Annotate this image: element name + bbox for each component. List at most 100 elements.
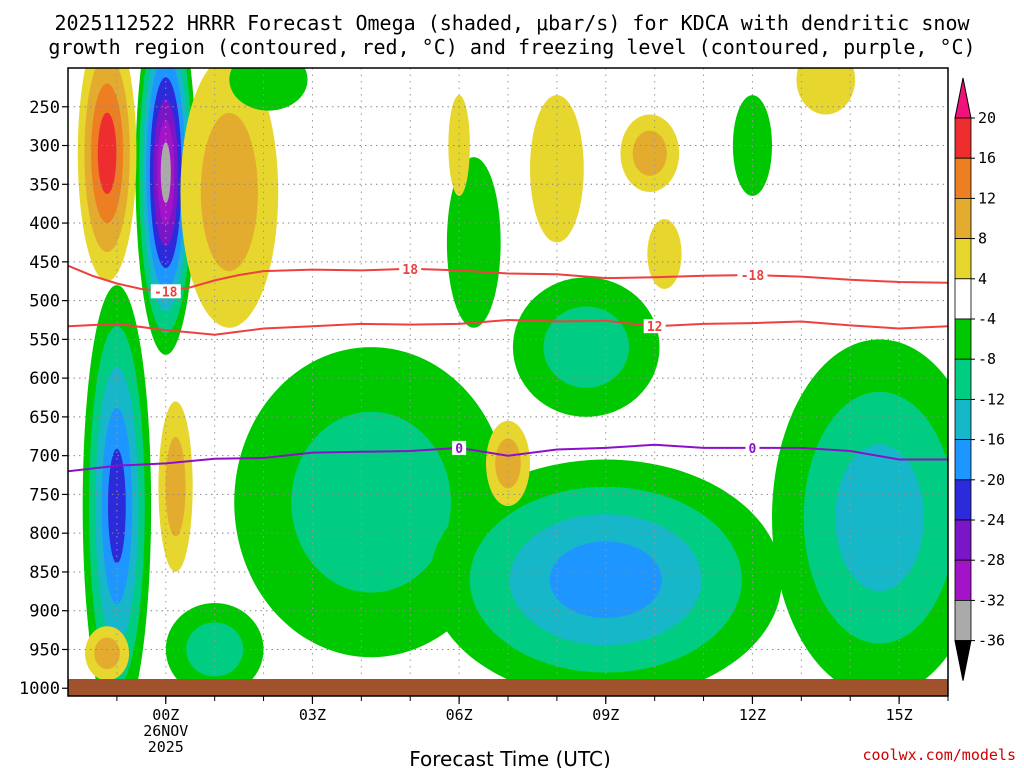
contour-label-bg (452, 440, 467, 455)
colorbar-label: -4 (978, 310, 996, 328)
omega-cell-descent-upper-10z (620, 114, 680, 193)
omega-cell-updraft-core-09z (429, 459, 782, 696)
omega-cell-descent-top-13z (796, 68, 856, 115)
colorbar-bottom-arrow (954, 640, 972, 681)
colorbar-label: 4 (978, 270, 987, 288)
colorbar-swatch (954, 519, 972, 561)
contour-label-bg (150, 284, 181, 299)
omega-level-m16 (835, 444, 924, 592)
omega-level-8 (165, 436, 186, 537)
x-tick-label: 15Z (886, 706, 913, 724)
y-tick-label: 800 (29, 524, 60, 544)
omega-cell-updraft-mid-06z (446, 157, 501, 328)
contour-label-bg (399, 261, 422, 276)
omega-level-m12 (291, 411, 451, 593)
colorbar-swatch (954, 318, 972, 360)
omega-cell-descent-sfc-left (85, 626, 130, 681)
colorbar: 20 16 12 8 4 -4 -8 -12 -16 -20 -24 -28 -32 -36 (954, 77, 1005, 681)
contour-dgz_minus12 (68, 318, 948, 336)
omega-cell-updraft-mid-09z (512, 277, 660, 417)
omega-level-m24 (108, 448, 126, 564)
contour-freezing_level (68, 443, 948, 473)
colorbar-label: -32 (978, 591, 1005, 609)
x-tick-label: 09Z (592, 706, 619, 724)
terrain-strip (68, 679, 948, 696)
colorbar-swatch (954, 600, 972, 642)
colorbar-swatch (954, 559, 972, 601)
colorbar-swatch (954, 197, 972, 239)
omega-level-8 (200, 112, 258, 272)
omega-level-m8 (732, 95, 772, 196)
y-tick-label: 950 (29, 640, 60, 660)
y-tick-label: 850 (29, 563, 60, 583)
colorbar-swatch (954, 157, 972, 199)
colorbar-swatch (954, 278, 972, 320)
y-tick-label: 250 (29, 98, 60, 118)
x-date-label: 26NOV (143, 722, 188, 740)
omega-cell-descent-low-left (158, 401, 193, 572)
omega-level-4 (647, 219, 682, 289)
omega-level-8 (94, 637, 120, 670)
x-tick-label: 03Z (299, 706, 326, 724)
omega-cell-descent-upper-mid (180, 68, 279, 328)
colorbar-swatch (954, 479, 972, 521)
y-tick-label: 750 (29, 485, 60, 505)
colorbar-label: -28 (978, 551, 1005, 569)
credit-text: coolwx.com/models (862, 746, 1016, 764)
omega-level-m8 (229, 68, 308, 111)
colorbar-label: -16 (978, 431, 1005, 449)
colorbar-label: -20 (978, 471, 1005, 489)
omega-level-4 (796, 68, 856, 115)
omega-level-m12 (186, 622, 244, 677)
plot-area: -18 18 -18 12 0 0 (67, 67, 949, 697)
contour-label: 0 (749, 442, 757, 457)
colorbar-label: 8 (978, 230, 987, 248)
y-tick-label: 900 (29, 602, 60, 622)
y-tick-label: 1000 (19, 679, 60, 699)
x-tick-label: 12Z (739, 706, 766, 724)
chart-title-line2: growth region (contoured, red, °C) and f… (48, 35, 975, 59)
colorbar-label: -24 (978, 511, 1005, 529)
contours: -18 18 -18 12 0 0 (68, 261, 948, 473)
contour-label-bg (745, 440, 760, 455)
y-tick-label: 550 (29, 330, 60, 350)
y-axis: 250 300 350 400 450 500 550 600 650 700 750 800 850 9… (19, 98, 68, 699)
x-year-label: 2025 (148, 738, 184, 756)
contour-label: -18 (154, 285, 178, 300)
colorbar-label: -36 (978, 632, 1005, 650)
y-tick-label: 400 (29, 214, 60, 234)
contour-label-bg (737, 268, 768, 283)
chart-title-line1: 2025112522 HRRR Forecast Omega (shaded, … (54, 11, 970, 35)
omega-level-8 (495, 438, 521, 489)
contour-label-bg (643, 319, 666, 334)
x-tick-label: 00Z (152, 706, 179, 724)
colorbar-swatch (954, 398, 972, 440)
omega-cell-updraft-top-02z (229, 68, 308, 111)
contour-label: 18 (402, 263, 418, 278)
grid (68, 68, 949, 696)
colorbar-label: -12 (978, 390, 1005, 408)
x-axis-label: Forecast Time (UTC) (409, 747, 611, 768)
x-tick-label: 06Z (446, 706, 473, 724)
y-tick-label: 500 (29, 292, 60, 312)
omega-level-m8 (446, 157, 501, 328)
colorbar-label: -8 (978, 350, 996, 368)
omega-cell-descent-upper-09z (530, 95, 584, 243)
colorbar-swatch (954, 358, 972, 400)
y-tick-label: 300 (29, 137, 60, 157)
colorbar-label: 12 (978, 189, 996, 207)
omega-cell-descent-low-07z (486, 420, 530, 507)
omega-cell-updraft-sfc-1 (165, 602, 264, 696)
omega-level-m12 (543, 306, 629, 388)
y-tick-label: 350 (29, 175, 60, 195)
colorbar-swatch (954, 439, 972, 481)
omega-cell-updraft-lowlevel-right (772, 339, 948, 696)
contour-label: 0 (455, 442, 463, 457)
colorbar-label: 16 (978, 149, 996, 167)
contour-label: 12 (647, 320, 663, 335)
colorbar-label: 20 (978, 109, 996, 127)
omega-cell-descent-upper-10z-low (647, 219, 682, 289)
contour-label: -18 (741, 269, 765, 284)
